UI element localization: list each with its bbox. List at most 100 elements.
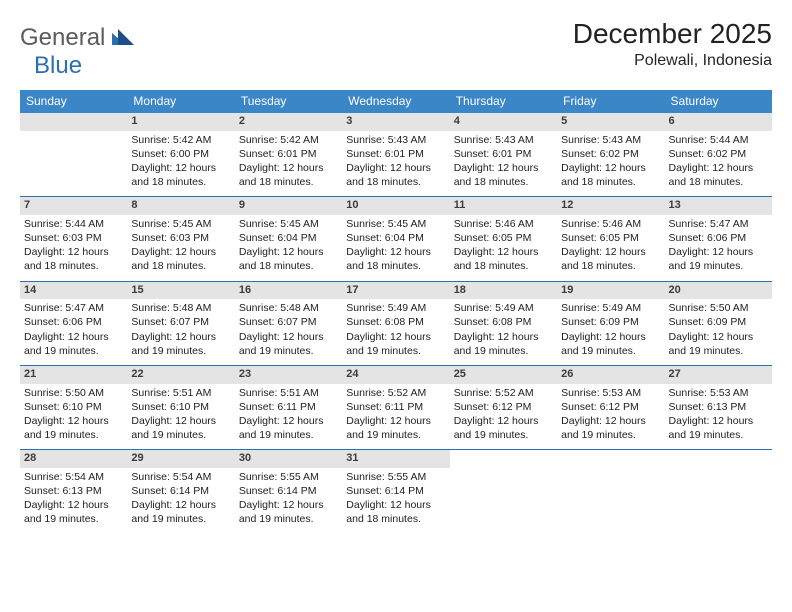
day-day1: Daylight: 12 hours <box>454 246 553 259</box>
day-number: 13 <box>665 197 772 215</box>
day-number: 24 <box>342 366 449 384</box>
calendar-cell: 10Sunrise: 5:45 AMSunset: 6:04 PMDayligh… <box>342 197 449 281</box>
day-number: 23 <box>235 366 342 384</box>
dow-friday: Friday <box>557 90 664 113</box>
calendar-cell: 18Sunrise: 5:49 AMSunset: 6:08 PMDayligh… <box>450 281 557 365</box>
day-day1: Daylight: 12 hours <box>239 331 338 344</box>
calendar-cell: 16Sunrise: 5:48 AMSunset: 6:07 PMDayligh… <box>235 281 342 365</box>
day-day1: Daylight: 12 hours <box>24 331 123 344</box>
day-sunset: Sunset: 6:01 PM <box>454 148 553 161</box>
day-sunset: Sunset: 6:04 PM <box>346 232 445 245</box>
day-sunset: Sunset: 6:05 PM <box>561 232 660 245</box>
day-sunrise: Sunrise: 5:50 AM <box>24 387 123 400</box>
title-block: December 2025 Polewali, Indonesia <box>573 18 772 70</box>
day-sunrise: Sunrise: 5:51 AM <box>239 387 338 400</box>
day-number: 6 <box>665 113 772 131</box>
calendar-cell: 7Sunrise: 5:44 AMSunset: 6:03 PMDaylight… <box>20 197 127 281</box>
calendar-cell: 24Sunrise: 5:52 AMSunset: 6:11 PMDayligh… <box>342 365 449 449</box>
day-day1: Daylight: 12 hours <box>561 162 660 175</box>
calendar-cell <box>20 113 127 197</box>
day-day2: and 18 minutes. <box>346 176 445 189</box>
day-day1: Daylight: 12 hours <box>561 331 660 344</box>
calendar-cell: 23Sunrise: 5:51 AMSunset: 6:11 PMDayligh… <box>235 365 342 449</box>
day-number: 15 <box>127 282 234 300</box>
day-sunrise: Sunrise: 5:49 AM <box>454 302 553 315</box>
day-sunset: Sunset: 6:03 PM <box>24 232 123 245</box>
day-of-week-row: Sunday Monday Tuesday Wednesday Thursday… <box>20 90 772 113</box>
day-sunrise: Sunrise: 5:48 AM <box>131 302 230 315</box>
day-sunset: Sunset: 6:14 PM <box>239 485 338 498</box>
calendar-cell: 26Sunrise: 5:53 AMSunset: 6:12 PMDayligh… <box>557 365 664 449</box>
day-number: 10 <box>342 197 449 215</box>
day-day2: and 19 minutes. <box>24 513 123 526</box>
day-number: 27 <box>665 366 772 384</box>
day-number: 16 <box>235 282 342 300</box>
day-day1: Daylight: 12 hours <box>454 415 553 428</box>
day-sunset: Sunset: 6:01 PM <box>346 148 445 161</box>
day-sunrise: Sunrise: 5:46 AM <box>454 218 553 231</box>
day-sunrise: Sunrise: 5:42 AM <box>239 134 338 147</box>
day-sunset: Sunset: 6:04 PM <box>239 232 338 245</box>
day-sunset: Sunset: 6:08 PM <box>454 316 553 329</box>
day-day2: and 18 minutes. <box>131 176 230 189</box>
day-number: 25 <box>450 366 557 384</box>
day-day1: Daylight: 12 hours <box>131 499 230 512</box>
calendar-cell: 19Sunrise: 5:49 AMSunset: 6:09 PMDayligh… <box>557 281 664 365</box>
day-day2: and 19 minutes. <box>131 513 230 526</box>
day-sunset: Sunset: 6:07 PM <box>239 316 338 329</box>
day-number: 31 <box>342 450 449 468</box>
day-day2: and 19 minutes. <box>346 345 445 358</box>
day-sunrise: Sunrise: 5:42 AM <box>131 134 230 147</box>
calendar-cell: 30Sunrise: 5:55 AMSunset: 6:14 PMDayligh… <box>235 450 342 534</box>
calendar-cell: 31Sunrise: 5:55 AMSunset: 6:14 PMDayligh… <box>342 450 449 534</box>
day-sunrise: Sunrise: 5:53 AM <box>669 387 768 400</box>
calendar-cell: 29Sunrise: 5:54 AMSunset: 6:14 PMDayligh… <box>127 450 234 534</box>
calendar-body: 1Sunrise: 5:42 AMSunset: 6:00 PMDaylight… <box>20 113 772 533</box>
day-sunset: Sunset: 6:02 PM <box>669 148 768 161</box>
calendar-cell: 9Sunrise: 5:45 AMSunset: 6:04 PMDaylight… <box>235 197 342 281</box>
logo-text-block: General Blue <box>20 24 134 80</box>
calendar-cell: 27Sunrise: 5:53 AMSunset: 6:13 PMDayligh… <box>665 365 772 449</box>
day-number: 2 <box>235 113 342 131</box>
day-sunset: Sunset: 6:10 PM <box>131 401 230 414</box>
day-number: 30 <box>235 450 342 468</box>
calendar-cell: 13Sunrise: 5:47 AMSunset: 6:06 PMDayligh… <box>665 197 772 281</box>
day-day2: and 19 minutes. <box>239 345 338 358</box>
day-day1: Daylight: 12 hours <box>131 331 230 344</box>
day-number-empty <box>20 113 127 131</box>
calendar-cell: 11Sunrise: 5:46 AMSunset: 6:05 PMDayligh… <box>450 197 557 281</box>
calendar-cell: 15Sunrise: 5:48 AMSunset: 6:07 PMDayligh… <box>127 281 234 365</box>
day-sunrise: Sunrise: 5:54 AM <box>131 471 230 484</box>
day-number: 26 <box>557 366 664 384</box>
calendar-cell: 21Sunrise: 5:50 AMSunset: 6:10 PMDayligh… <box>20 365 127 449</box>
day-sunset: Sunset: 6:06 PM <box>24 316 123 329</box>
day-day1: Daylight: 12 hours <box>239 162 338 175</box>
day-sunrise: Sunrise: 5:50 AM <box>669 302 768 315</box>
day-number: 12 <box>557 197 664 215</box>
day-number: 11 <box>450 197 557 215</box>
day-day2: and 18 minutes. <box>239 176 338 189</box>
day-day1: Daylight: 12 hours <box>239 246 338 259</box>
day-sunrise: Sunrise: 5:52 AM <box>454 387 553 400</box>
day-day1: Daylight: 12 hours <box>346 162 445 175</box>
day-number: 20 <box>665 282 772 300</box>
day-day1: Daylight: 12 hours <box>346 331 445 344</box>
day-day1: Daylight: 12 hours <box>131 246 230 259</box>
day-sunrise: Sunrise: 5:53 AM <box>561 387 660 400</box>
calendar-cell: 8Sunrise: 5:45 AMSunset: 6:03 PMDaylight… <box>127 197 234 281</box>
logo-text-general: General <box>20 24 105 51</box>
day-day1: Daylight: 12 hours <box>131 162 230 175</box>
day-sunset: Sunset: 6:09 PM <box>669 316 768 329</box>
day-sunset: Sunset: 6:08 PM <box>346 316 445 329</box>
day-number: 8 <box>127 197 234 215</box>
week-row: 1Sunrise: 5:42 AMSunset: 6:00 PMDaylight… <box>20 113 772 197</box>
day-sunrise: Sunrise: 5:46 AM <box>561 218 660 231</box>
logo-triangle-icon <box>112 29 134 50</box>
day-sunrise: Sunrise: 5:49 AM <box>346 302 445 315</box>
day-day2: and 19 minutes. <box>239 513 338 526</box>
page-header: General Blue December 2025 Polewali, Ind… <box>20 18 772 80</box>
location-subtitle: Polewali, Indonesia <box>573 52 772 70</box>
day-day2: and 18 minutes. <box>239 260 338 273</box>
day-sunset: Sunset: 6:11 PM <box>346 401 445 414</box>
day-number: 9 <box>235 197 342 215</box>
